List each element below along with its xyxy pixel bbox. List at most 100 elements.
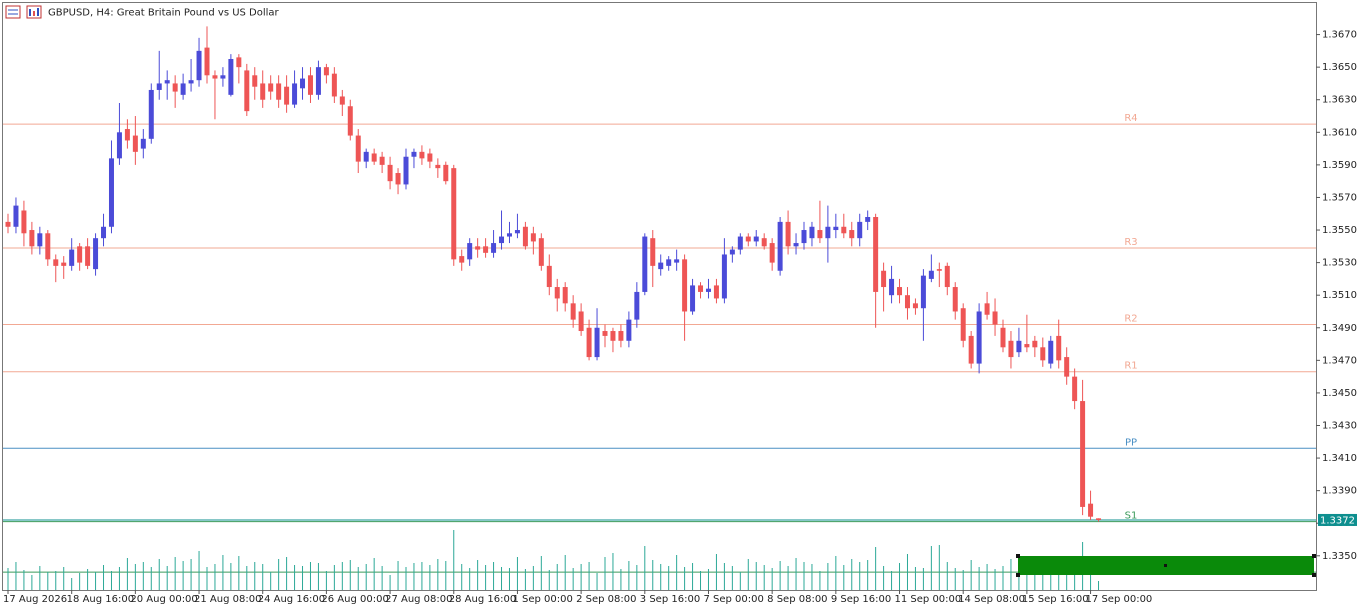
candle-body bbox=[292, 83, 298, 105]
y-tick-label: 1.3630 bbox=[1322, 95, 1357, 106]
axes: 1.33501.33701.33901.34101.34301.34501.34… bbox=[3, 30, 1357, 605]
candle-body bbox=[475, 246, 481, 250]
candle-body bbox=[642, 236, 648, 292]
candle-body bbox=[347, 106, 353, 136]
candle-body bbox=[841, 226, 847, 234]
x-tick-label: 28 Aug 16:00 bbox=[449, 594, 516, 605]
candle-body bbox=[729, 249, 735, 255]
candle-body bbox=[578, 311, 584, 332]
x-tick-label: 18 Aug 16:00 bbox=[67, 594, 134, 605]
candle-body bbox=[363, 151, 369, 162]
y-tick-label: 1.3670 bbox=[1322, 30, 1357, 41]
candle-body bbox=[379, 156, 385, 165]
candle-body bbox=[992, 311, 998, 325]
x-tick-label: 26 Aug 00:00 bbox=[321, 594, 388, 605]
candle-body bbox=[1024, 344, 1030, 348]
y-tick-label: 1.3430 bbox=[1322, 420, 1357, 431]
candle-body bbox=[920, 275, 926, 309]
pivot-label: S1 bbox=[1125, 511, 1138, 522]
candle-body bbox=[268, 83, 274, 92]
candle-body bbox=[483, 246, 489, 253]
candle-body bbox=[419, 151, 425, 159]
candle-body bbox=[1032, 340, 1038, 348]
candle-body bbox=[944, 265, 950, 288]
candle-body bbox=[164, 80, 170, 84]
candle-body bbox=[1088, 503, 1094, 517]
candle-body bbox=[459, 256, 465, 263]
candle-body bbox=[785, 221, 791, 247]
x-tick-label: 17 Aug 2026 bbox=[3, 594, 67, 605]
candle-body bbox=[912, 303, 918, 309]
x-tick-label: 15 Sep 16:00 bbox=[1022, 594, 1089, 605]
candle-body bbox=[530, 233, 536, 242]
candle-body bbox=[355, 135, 361, 162]
candle-body bbox=[817, 230, 823, 239]
candle-body bbox=[172, 83, 178, 92]
candle-body bbox=[93, 238, 99, 270]
y-tick-label: 1.3550 bbox=[1322, 225, 1357, 236]
candle-body bbox=[1096, 518, 1102, 520]
handle[interactable] bbox=[1312, 573, 1316, 577]
candle-body bbox=[252, 75, 258, 87]
candle-body bbox=[936, 269, 942, 271]
header: GBPUSD, H4: Great Britain Pound vs US Do… bbox=[5, 5, 280, 19]
y-tick-label: 1.3350 bbox=[1322, 551, 1357, 562]
candle-body bbox=[101, 226, 107, 239]
pivot-label: R4 bbox=[1124, 113, 1137, 124]
y-tick-label: 1.3530 bbox=[1322, 258, 1357, 269]
candle-body bbox=[21, 210, 27, 234]
handle[interactable] bbox=[1164, 564, 1167, 567]
candle-body bbox=[315, 67, 321, 95]
price-tag-label: 1.3372 bbox=[1320, 515, 1355, 526]
y-tick-label: 1.3490 bbox=[1322, 323, 1357, 334]
candle-body bbox=[586, 327, 592, 358]
candle-body bbox=[753, 236, 759, 242]
handle[interactable] bbox=[1016, 573, 1020, 577]
candle-body bbox=[682, 259, 688, 312]
handle[interactable] bbox=[1312, 554, 1316, 558]
handle[interactable] bbox=[1016, 554, 1020, 558]
candle-body bbox=[53, 259, 59, 266]
x-tick-label: 3 Sep 16:00 bbox=[640, 594, 700, 605]
candle-body bbox=[204, 47, 210, 76]
candle-body bbox=[61, 262, 67, 266]
candle-body bbox=[602, 331, 608, 336]
candle-body bbox=[435, 164, 441, 169]
candle-body bbox=[124, 129, 130, 141]
candle-body bbox=[698, 285, 704, 292]
candle-body bbox=[833, 226, 839, 231]
candle-body bbox=[769, 243, 775, 263]
candle-body bbox=[713, 285, 719, 299]
candle-body bbox=[952, 287, 958, 312]
candle-body bbox=[284, 86, 290, 105]
candle-body bbox=[690, 285, 696, 312]
candle-body bbox=[522, 226, 528, 247]
candle-body bbox=[491, 243, 497, 253]
candle-body bbox=[538, 238, 544, 266]
x-tick-label: 1 Sep 00:00 bbox=[512, 594, 572, 605]
candle-body bbox=[1048, 340, 1054, 364]
candle-body bbox=[395, 173, 401, 185]
candle-body bbox=[777, 221, 783, 271]
candle-body bbox=[148, 89, 154, 139]
y-tick-label: 1.3650 bbox=[1322, 62, 1357, 73]
x-tick-label: 20 Aug 00:00 bbox=[130, 594, 197, 605]
candle-body bbox=[339, 96, 345, 105]
y-tick-label: 1.3570 bbox=[1322, 192, 1357, 203]
plot-frame bbox=[2, 2, 1317, 591]
x-tick-label: 2 Sep 08:00 bbox=[576, 594, 636, 605]
x-tick-label: 7 Sep 00:00 bbox=[703, 594, 763, 605]
candle-body bbox=[371, 153, 377, 162]
icon[interactable] bbox=[5, 5, 21, 19]
candle-body bbox=[1016, 340, 1022, 353]
candle-body bbox=[610, 331, 616, 341]
candle-body bbox=[968, 335, 974, 364]
candle-body bbox=[451, 168, 457, 260]
pivot-label: R2 bbox=[1124, 314, 1137, 325]
candle-body bbox=[897, 287, 903, 296]
candle-body bbox=[721, 254, 727, 299]
y-tick-label: 1.3610 bbox=[1322, 127, 1357, 138]
candle-body bbox=[132, 135, 138, 152]
candle-body bbox=[626, 319, 632, 341]
candle-body bbox=[69, 249, 75, 266]
